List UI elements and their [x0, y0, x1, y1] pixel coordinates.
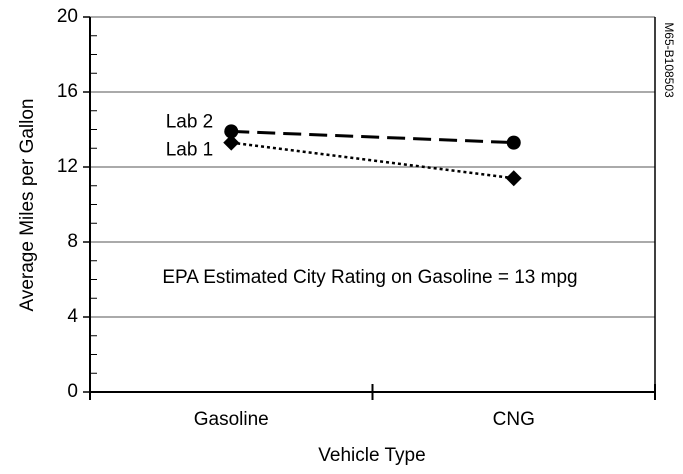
series-line [231, 141, 514, 180]
y-tick-label: 8 [67, 231, 78, 252]
x-tick-label: Gasoline [194, 409, 269, 430]
x-tick-label: CNG [493, 409, 535, 430]
y-tick-label: 12 [57, 156, 78, 177]
y-tick-label: 0 [67, 381, 78, 402]
marker [224, 124, 239, 139]
marker [505, 170, 522, 187]
annotation: EPA Estimated City Rating on Gasoline = … [162, 267, 577, 288]
marker [223, 134, 240, 151]
y-tick-label: 20 [57, 6, 78, 27]
series-label: Lab 1 [166, 140, 214, 161]
y-tick-label: 16 [57, 81, 78, 102]
figure-id: M65-B108503 [662, 22, 676, 98]
y-axis-label: Average Miles per Gallon [17, 99, 38, 312]
marker [506, 135, 521, 150]
x-axis-label: Vehicle Type [318, 445, 425, 466]
y-tick-label: 4 [67, 306, 78, 327]
series-label: Lab 2 [166, 111, 214, 132]
series-line [231, 129, 514, 145]
